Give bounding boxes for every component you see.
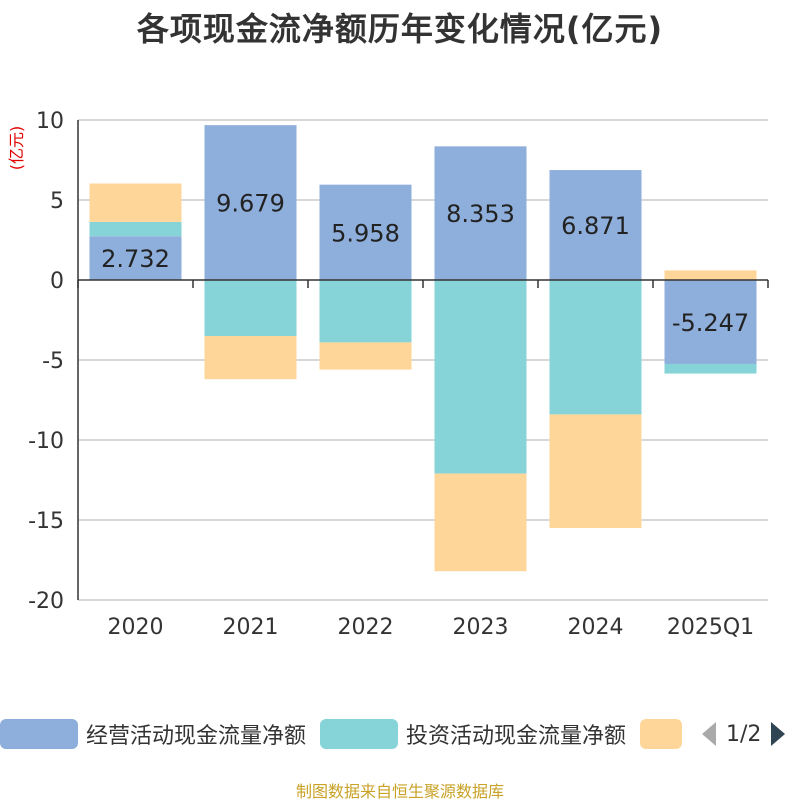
x-tick-label: 2020 — [108, 615, 164, 640]
legend-item-financing[interactable] — [640, 716, 690, 752]
bar-2020-series-2 — [89, 183, 182, 222]
bar-2021-series-0 — [204, 125, 297, 280]
bar-2025Q1-series-2 — [664, 270, 757, 280]
y-tick-label: 10 — [36, 109, 64, 134]
bar-2024-series-0 — [549, 170, 642, 280]
data-label: 9.679 — [216, 190, 285, 218]
legend-item-operating[interactable]: 经营活动现金流量净额 — [0, 716, 306, 752]
x-tick-label: 2022 — [338, 615, 394, 640]
y-axis-unit-label: (亿元) — [7, 126, 26, 171]
bar-2022-series-2 — [319, 342, 412, 370]
bar-2022-series-0 — [319, 184, 412, 280]
data-source-note: 制图数据来自恒生聚源数据库 — [295, 782, 504, 801]
y-tick-label: -10 — [28, 429, 64, 454]
legend: 经营活动现金流量净额 投资活动现金流量净额 1/2 — [0, 716, 800, 752]
bar-2021-series-2 — [204, 336, 297, 380]
x-tick-label: 2024 — [568, 615, 624, 640]
legend-item-investing[interactable]: 投资活动现金流量净额 — [320, 716, 626, 752]
bar-2020-series-1 — [89, 221, 182, 237]
data-label: 8.353 — [446, 200, 515, 228]
chart-title: 各项现金流净额历年变化情况(亿元) — [136, 10, 664, 48]
legend-pager: 1/2 — [700, 716, 787, 752]
legend-label-operating: 经营活动现金流量净额 — [86, 724, 307, 749]
chart-area: 10 5 0 -5 -10 -15 -20 (亿元) 2020 2021 2022 2023 2024 2… — [7, 109, 769, 640]
next-page-icon[interactable] — [769, 720, 787, 748]
bar-2024-series-2 — [549, 414, 642, 528]
y-tick-label: -15 — [28, 509, 64, 534]
data-label: 2.732 — [101, 245, 170, 273]
bar-2022-series-1 — [319, 280, 412, 343]
prev-page-icon[interactable] — [700, 720, 718, 748]
y-tick-label: -20 — [28, 589, 64, 614]
legend-label-investing: 投资活动现金流量净额 — [406, 724, 627, 749]
x-tick-label: 2021 — [223, 615, 279, 640]
y-tick-label: 5 — [50, 189, 64, 214]
bar-2025Q1-series-0 — [664, 280, 757, 364]
x-tick-label: 2025Q1 — [667, 615, 754, 640]
bar-2021-series-1 — [204, 280, 297, 336]
legend-swatch-investing — [320, 719, 398, 749]
legend-page-indicator: 1/2 — [726, 721, 762, 747]
bar-2023-series-0 — [434, 146, 527, 280]
data-label: -5.247 — [672, 309, 749, 337]
legend-swatch-operating — [0, 719, 78, 749]
data-label: 5.958 — [331, 219, 400, 247]
y-tick-label: 0 — [50, 269, 64, 294]
data-label: 6.871 — [561, 212, 630, 240]
x-tick-label: 2023 — [453, 615, 509, 640]
bar-2024-series-1 — [549, 280, 642, 415]
bar-2023-series-2 — [434, 473, 527, 572]
bar-2025Q1-series-1 — [664, 363, 757, 374]
y-tick-label: -5 — [42, 349, 64, 374]
legend-swatch-financing — [640, 719, 682, 749]
bar-2023-series-1 — [434, 280, 527, 474]
bar-2020-series-0 — [89, 236, 182, 280]
